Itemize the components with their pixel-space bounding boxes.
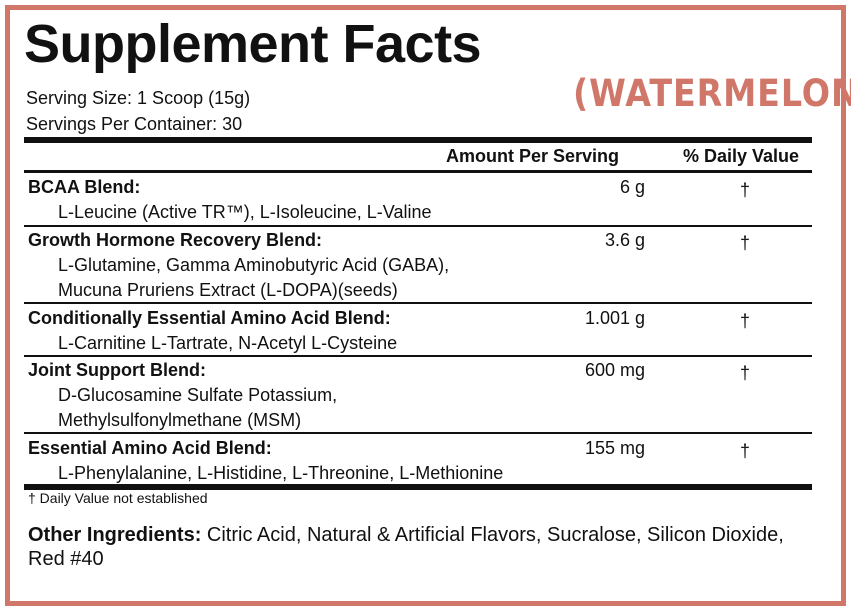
divider-row — [24, 355, 812, 357]
blend-daily-value: † — [740, 233, 751, 253]
blend-ingredients: Mucuna Pruriens Extract (L-DOPA)(seeds) — [58, 280, 398, 300]
flavor-label: (WATERMELON) — [573, 72, 851, 115]
daily-value-header: % Daily Value — [683, 146, 800, 166]
amount-header: Amount Per Serving — [446, 146, 620, 166]
blend-daily-value: † — [740, 311, 751, 331]
label-title: Supplement Facts — [24, 14, 482, 74]
blend-amount: 600 mg — [584, 360, 645, 380]
blend-amount: 155 mg — [584, 438, 645, 458]
blend-ingredients: L-Carnitine L-Tartrate, N-Acetyl L-Cyste… — [58, 333, 398, 353]
blend-ingredients: L-Leucine (Active TR™), L-Isoleucine, L-… — [58, 202, 432, 222]
blend-name: Growth Hormone Recovery Blend: — [28, 230, 323, 250]
blend-ingredients: D-Glucosamine Sulfate Potassium, — [58, 385, 338, 405]
other-ingredients-label: Other Ingredients: — [28, 524, 202, 546]
blend-ingredients: L-Glutamine, Gamma Aminobutyric Acid (GA… — [58, 255, 450, 275]
divider-row — [24, 302, 812, 304]
blend-daily-value: † — [740, 363, 751, 383]
blend-amount: 1.001 g — [584, 308, 645, 328]
divider-thick — [24, 484, 812, 490]
blend-name: Joint Support Blend: — [28, 360, 206, 380]
blend-name: Essential Amino Acid Blend: — [28, 438, 272, 458]
blend-amount: 3.6 g — [604, 230, 645, 250]
divider-header — [24, 170, 812, 173]
footnote: † Daily Value not established — [28, 490, 208, 506]
other-ingredients: Other Ingredients: Citric Acid, Natural … — [28, 523, 798, 571]
divider-thick — [24, 137, 812, 143]
blend-name: Conditionally Essential Amino Acid Blend… — [28, 308, 391, 328]
divider-row — [24, 225, 812, 227]
blend-amount: 6 g — [619, 177, 645, 197]
blend-name: BCAA Blend: — [28, 177, 141, 197]
blend-ingredients: L-Phenylalanine, L-Histidine, L-Threonin… — [58, 463, 504, 483]
label-frame — [5, 5, 846, 606]
servings-per-container: Servings Per Container: 30 — [26, 114, 243, 134]
blend-ingredients: Methylsulfonylmethane (MSM) — [58, 410, 302, 430]
blend-daily-value: † — [740, 180, 751, 200]
divider-row — [24, 432, 812, 434]
serving-size: Serving Size: 1 Scoop (15g) — [26, 88, 251, 108]
blend-daily-value: † — [740, 441, 751, 461]
other-ingredients-text: Citric Acid, Natural & Artificial Flavor… — [28, 524, 784, 570]
